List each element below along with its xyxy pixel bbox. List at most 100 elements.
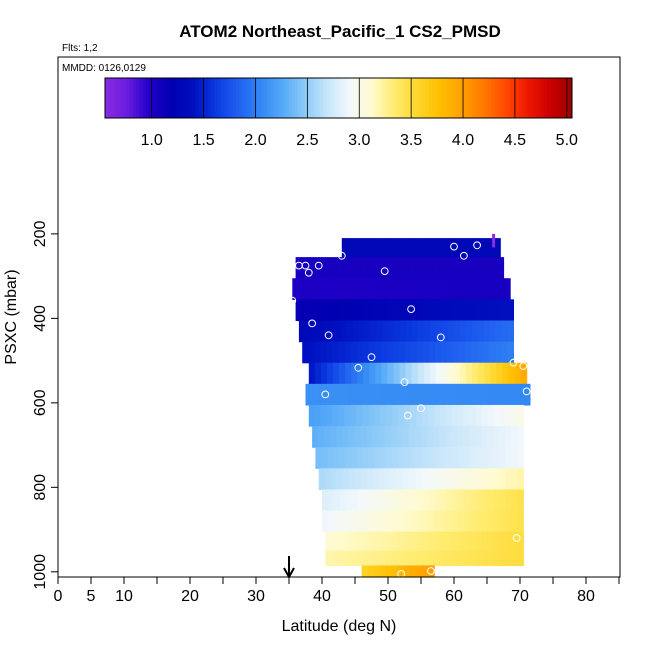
heat-cell (497, 257, 505, 279)
flight-point (288, 296, 297, 305)
colorbar-tick-label: 4.5 (504, 132, 526, 149)
colorbar-swatch (217, 78, 221, 118)
heat-cell (461, 278, 469, 300)
heat-cell (422, 565, 429, 578)
heat-cell (402, 257, 410, 279)
x-tick-label: 60 (445, 588, 463, 605)
colorbar-swatch (403, 78, 408, 118)
heat-cell (420, 426, 428, 448)
colorbar-swatch (170, 78, 174, 118)
heat-cell (499, 383, 507, 406)
colorbar-tick-label: 2.0 (244, 132, 266, 149)
heat-cell (357, 510, 365, 533)
heat-cell (390, 257, 398, 279)
heat-cell (344, 299, 351, 322)
heat-cell (387, 362, 395, 385)
heat-cell (375, 510, 382, 533)
heat-cell (495, 299, 502, 322)
heat-cell (416, 489, 424, 512)
colorbar-swatch (391, 78, 396, 118)
heat-cell (475, 426, 482, 448)
colorbar-swatch (553, 78, 557, 118)
heat-cell (493, 404, 501, 427)
heat-cell (328, 278, 336, 300)
heat-cell (343, 531, 350, 552)
colorbar-swatch (157, 78, 162, 118)
heat-cell (332, 404, 340, 427)
heat-cell (325, 299, 333, 322)
heat-cell (432, 257, 439, 279)
heat-cell (319, 257, 326, 279)
heat-cell (435, 320, 443, 343)
colorbar-swatch (559, 78, 564, 118)
heat-cell (384, 383, 391, 406)
heat-cell (363, 510, 370, 533)
heat-cell (427, 550, 434, 567)
heat-cell (372, 257, 380, 279)
heat-cell (384, 468, 392, 491)
colorbar-swatch (270, 78, 274, 118)
colorbar-swatch (366, 78, 371, 118)
heat-cell (360, 238, 367, 258)
flight-point (367, 353, 376, 362)
heat-cell (390, 238, 398, 258)
heat-cell (491, 257, 499, 279)
heat-cell (370, 320, 377, 343)
heat-cell (434, 447, 441, 469)
heat-cell (378, 383, 385, 406)
heat-cell (465, 299, 472, 322)
heat-cell (345, 489, 353, 512)
colorbar-swatch (375, 78, 380, 118)
heat-cell (481, 531, 488, 552)
flight-point (304, 268, 313, 277)
colorbar-swatch (509, 78, 514, 118)
heat-cell (379, 550, 386, 567)
heat-cell (491, 278, 499, 300)
colorbar-swatch (525, 78, 529, 118)
heat-cell (418, 320, 425, 343)
heat-cell (398, 510, 406, 533)
heat-cell (310, 278, 318, 300)
colorbar-swatch (154, 78, 159, 118)
heat-cell (386, 447, 394, 469)
heat-cell (402, 426, 410, 448)
colorbar-swatch (210, 78, 215, 118)
heat-cell (345, 510, 353, 533)
colorbar-swatch (285, 78, 290, 118)
heat-cell (322, 510, 329, 533)
colorbar-swatch (522, 78, 526, 118)
colorbar-swatch (422, 78, 427, 118)
heat-cell (330, 468, 338, 491)
heat-cell (499, 404, 507, 427)
heat-cell (449, 278, 457, 300)
heat-cell (369, 489, 376, 512)
heat-cell (475, 447, 483, 469)
colorbar-swatch (223, 78, 227, 118)
heat-cell (511, 447, 518, 469)
heat-cell (395, 278, 402, 300)
heat-cell (310, 320, 318, 343)
x-tick-label: 5 (87, 588, 96, 605)
heat-cell (453, 341, 460, 364)
heat-cell (361, 550, 368, 567)
heat-cell (445, 550, 452, 567)
heat-cell (337, 531, 344, 552)
heat-cell (373, 550, 380, 567)
heat-cell (438, 426, 446, 448)
heat-cell (378, 468, 386, 491)
x-tick-label: 10 (115, 588, 133, 605)
heat-cell (316, 320, 324, 343)
heat-cell (437, 278, 445, 300)
colorbar-swatch (347, 78, 352, 118)
heat-cell (451, 404, 459, 427)
colorbar-swatch (111, 78, 115, 118)
colorbar-swatch (319, 78, 324, 118)
heat-cell (485, 257, 493, 279)
heat-cell (439, 404, 447, 427)
heat-cell (378, 426, 386, 448)
heat-cell (428, 341, 436, 364)
heat-cell (454, 362, 461, 385)
colorbar-swatch (316, 78, 321, 118)
heat-cell (408, 238, 416, 258)
heat-cell (477, 320, 485, 343)
